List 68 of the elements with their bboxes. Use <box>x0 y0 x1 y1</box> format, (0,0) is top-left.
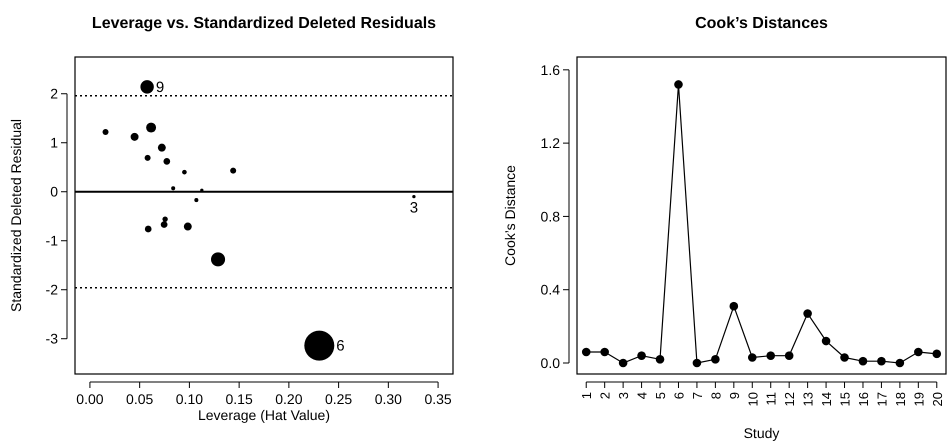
x-tick-label: 2 <box>598 392 613 400</box>
y-tick-label: 1 <box>50 134 58 151</box>
y-tick-label: 0 <box>50 184 58 200</box>
x-tick-label: 14 <box>819 392 834 406</box>
annotation: 6 <box>336 338 345 355</box>
x-tick-label: 0.15 <box>226 391 253 407</box>
y-axis-title: Cook’s Distance <box>502 164 518 266</box>
point <box>711 355 720 364</box>
annotation: 3 <box>410 200 418 217</box>
x-tick-label: 0.20 <box>275 391 303 407</box>
annotation: 9 <box>156 78 164 96</box>
x-tick-label: 9 <box>726 392 742 400</box>
x-tick-label: 15 <box>838 392 853 406</box>
x-tick-label: 18 <box>892 392 908 406</box>
x-axis-title: Leverage (Hat Value) <box>198 407 330 423</box>
point <box>748 353 757 362</box>
x-tick-label: 8 <box>708 392 724 400</box>
y-tick-label: 0.8 <box>540 208 560 224</box>
point <box>914 348 923 356</box>
point <box>877 356 886 366</box>
point <box>637 351 646 360</box>
x-tick-label: 7 <box>690 392 705 400</box>
x-axis-title: Study <box>744 425 780 441</box>
x-tick-label: 17 <box>874 392 890 406</box>
x-tick-label: 13 <box>800 392 816 406</box>
chart-title: Cook’s Distances <box>695 15 828 32</box>
point <box>766 351 776 360</box>
x-tick-label: 0.25 <box>324 391 352 407</box>
point <box>618 358 628 368</box>
x-tick-label: 4 <box>634 392 650 400</box>
y-tick-label: 2 <box>50 86 58 102</box>
x-tick-label: 0.10 <box>176 391 204 407</box>
point <box>803 309 812 318</box>
y-tick-label: 1.6 <box>540 62 560 78</box>
y-tick-label: 0.4 <box>540 282 560 298</box>
x-tick-label: 11 <box>764 392 779 406</box>
point <box>692 358 702 368</box>
y-tick-label: 0.0 <box>540 355 560 372</box>
x-tick-label: 1 <box>579 392 594 400</box>
y-tick-label: -2 <box>46 282 58 298</box>
x-tick-label: 0.35 <box>424 391 452 407</box>
point <box>858 356 868 366</box>
x-tick-label: 0.00 <box>76 391 104 407</box>
x-tick-label: 6 <box>671 392 686 400</box>
x-tick-label: 0.05 <box>126 391 154 407</box>
point <box>932 350 942 358</box>
x-tick-label: 0.30 <box>374 391 402 407</box>
x-tick-label: 19 <box>911 392 926 406</box>
y-tick-label: -1 <box>46 232 58 249</box>
y-axis-title: Standardized Deleted Residual <box>8 118 24 312</box>
point <box>784 351 794 360</box>
point <box>582 348 591 356</box>
x-tick-label: 20 <box>930 392 945 406</box>
x-tick-label: 5 <box>653 392 668 400</box>
point <box>822 336 830 346</box>
x-tick-label: 3 <box>616 392 632 400</box>
point <box>600 348 609 356</box>
y-tick-label: -3 <box>46 330 58 347</box>
x-tick-label: 16 <box>856 392 871 406</box>
point <box>896 358 904 368</box>
x-tick-label: 12 <box>782 392 798 406</box>
chart-title: Leverage vs. Standardized Deleted Residuals <box>92 15 436 32</box>
point <box>840 353 849 362</box>
x-tick-label: 10 <box>745 392 760 406</box>
point <box>730 302 738 310</box>
y-tick-label: 1.2 <box>540 135 560 152</box>
point <box>674 80 683 89</box>
point <box>656 355 664 364</box>
